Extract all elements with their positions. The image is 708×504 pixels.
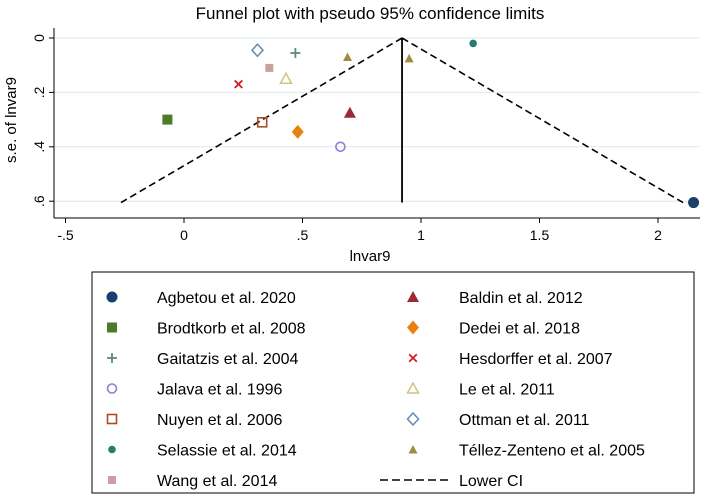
legend-marker [107,322,117,333]
legend-label: Téllez-Zenteno et al. 2005 [459,443,645,460]
data-point [343,52,353,62]
data-point [290,47,301,58]
y-axis-label: s.e. of lnvar9 [3,77,20,163]
legend-label: Selassie et al. 2014 [157,443,297,460]
y-tick-label: .6 [31,195,47,207]
legend-label: Hesdorffer et al. 2007 [459,351,613,368]
data-point [250,43,265,58]
data-point [404,53,414,63]
chart-title: Funnel plot with pseudo 95% confidence l… [196,4,545,23]
x-tick-label: 0 [180,227,188,243]
legend-marker [107,353,117,363]
legend-marker [407,320,419,335]
legend-marker [106,413,118,425]
x-b [234,79,243,89]
legend-label: Dedei et al. 2018 [459,321,580,338]
legend-label: Jalava et al. 1996 [157,382,283,399]
data-point [335,141,346,153]
legend-marker [108,476,116,484]
data-point [291,124,304,139]
legend-label: Brodtkorb et al. 2008 [157,321,306,338]
y-tick-label: .2 [31,86,47,98]
legend-label: Le et al. 2011 [459,382,555,399]
legend-marker [106,383,118,394]
legend-label: Baldin et al. 2012 [459,290,583,307]
legend-marker [108,445,116,454]
data-point [279,71,293,85]
x-tick-label: 2 [654,227,662,243]
legend-marker [407,291,419,302]
data-point [688,197,700,209]
x-axis-label: lnvar9 [350,248,391,265]
x-tick-label: .5 [297,227,309,243]
y-tick-label: 0 [31,34,47,42]
legend-label: Lower CI [459,473,523,490]
legend-marker [408,445,418,454]
data-point [162,114,173,125]
y-tick-label: .4 [31,141,47,153]
data-point [469,39,477,48]
data-point [343,106,356,118]
legend-marker [408,353,418,363]
legend-marker [106,291,118,303]
x-tick-label: 1 [417,227,425,243]
x-tick-label: 1.5 [530,227,550,243]
data-point [265,63,274,72]
data-point [256,117,268,128]
x-tick-label: -.5 [57,227,74,243]
legend-marker [406,381,420,394]
legend-label: Gaitatzis et al. 2004 [157,351,299,368]
upper-ci-line [401,37,684,204]
legend-marker [406,411,420,427]
data-point [234,79,243,89]
legend-label: Nuyen et al. 2006 [157,412,283,429]
legend: Agbetou et al. 2020 Brodtkorb et al. 2008… [106,290,645,504]
legend-box [91,271,695,494]
legend-label: Wang et al. 2014 [157,473,277,490]
legend-label: Ottman et al. 2011 [459,412,590,429]
x-b [408,353,418,363]
legend-label: Agbetou et al. 2020 [157,290,296,307]
